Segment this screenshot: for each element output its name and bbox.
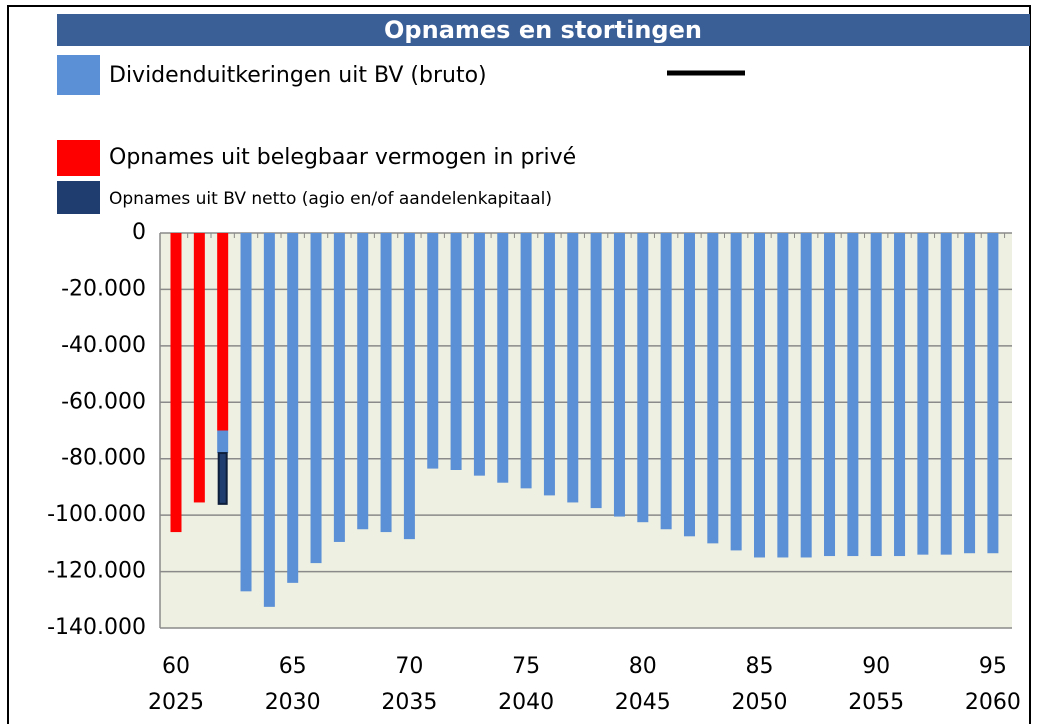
x-year-label: 2050 (732, 690, 788, 715)
legend-swatch (57, 140, 100, 176)
frame (7, 5, 1031, 724)
legend-label: Opnames uit BV netto (agio en/of aandele… (109, 189, 552, 209)
bar (847, 233, 859, 557)
bar (613, 233, 625, 517)
legend-label: Dividenduitkeringen uit BV (bruto) (109, 63, 487, 88)
x-tick-label: 65 (279, 654, 307, 679)
plot-area (160, 233, 1012, 628)
bar (683, 233, 695, 537)
bar (310, 233, 322, 564)
bar (940, 233, 952, 555)
bar (543, 233, 555, 496)
x-year-label: 2025 (148, 690, 204, 715)
title-bar (57, 14, 1030, 46)
y-tick-label: 0 (132, 220, 146, 245)
legend-swatch (57, 55, 100, 95)
bar (217, 430, 229, 454)
x-year-label: 2055 (848, 690, 904, 715)
bar (333, 233, 345, 542)
bar (777, 233, 789, 558)
bar (824, 233, 836, 557)
legend-label: Opnames uit belegbaar vermogen in privé (109, 145, 576, 170)
bar (917, 233, 929, 555)
bar (240, 233, 252, 592)
bar (287, 233, 299, 583)
bar (730, 233, 742, 551)
bar (754, 233, 765, 558)
y-tick-label: -80.000 (61, 446, 146, 471)
x-year-label: 2040 (498, 690, 554, 715)
x-tick-label: 90 (862, 654, 890, 679)
bar (217, 233, 229, 431)
y-tick-label: -60.000 (61, 389, 146, 414)
bar (637, 233, 649, 523)
bar (987, 233, 999, 554)
chart-title: Opnames en stortingen (384, 16, 702, 44)
x-tick-label: 75 (512, 654, 540, 679)
bar (590, 233, 602, 509)
bar (870, 233, 882, 557)
bar (567, 233, 579, 503)
x-year-label: 2035 (381, 690, 437, 715)
bar (263, 233, 275, 607)
bar (520, 233, 532, 489)
bar (380, 233, 392, 533)
x-tick-label: 85 (746, 654, 774, 679)
x-year-label: 2060 (965, 690, 1021, 715)
bar (450, 233, 462, 470)
bar (193, 233, 205, 503)
bar (660, 233, 672, 530)
bar (964, 233, 976, 554)
y-tick-label: -140.000 (47, 615, 146, 640)
legend-swatch (57, 181, 100, 214)
x-year-label: 2030 (265, 690, 321, 715)
x-tick-label: 80 (629, 654, 657, 679)
bar (800, 233, 812, 558)
bar (217, 452, 228, 505)
y-tick-label: -40.000 (61, 333, 146, 358)
bar (707, 233, 719, 544)
bar (894, 233, 906, 557)
bar (497, 233, 509, 483)
y-tick-label: -100.000 (47, 502, 146, 527)
bar (473, 233, 485, 476)
bar (427, 233, 439, 469)
y-tick-label: -120.000 (47, 559, 146, 584)
x-tick-label: 70 (395, 654, 423, 679)
x-tick-label: 95 (979, 654, 1007, 679)
bar (403, 233, 415, 540)
x-year-label: 2045 (615, 690, 671, 715)
bar (357, 233, 369, 530)
bar (170, 233, 182, 533)
x-tick-label: 60 (162, 654, 190, 679)
y-tick-label: -20.000 (61, 276, 146, 301)
